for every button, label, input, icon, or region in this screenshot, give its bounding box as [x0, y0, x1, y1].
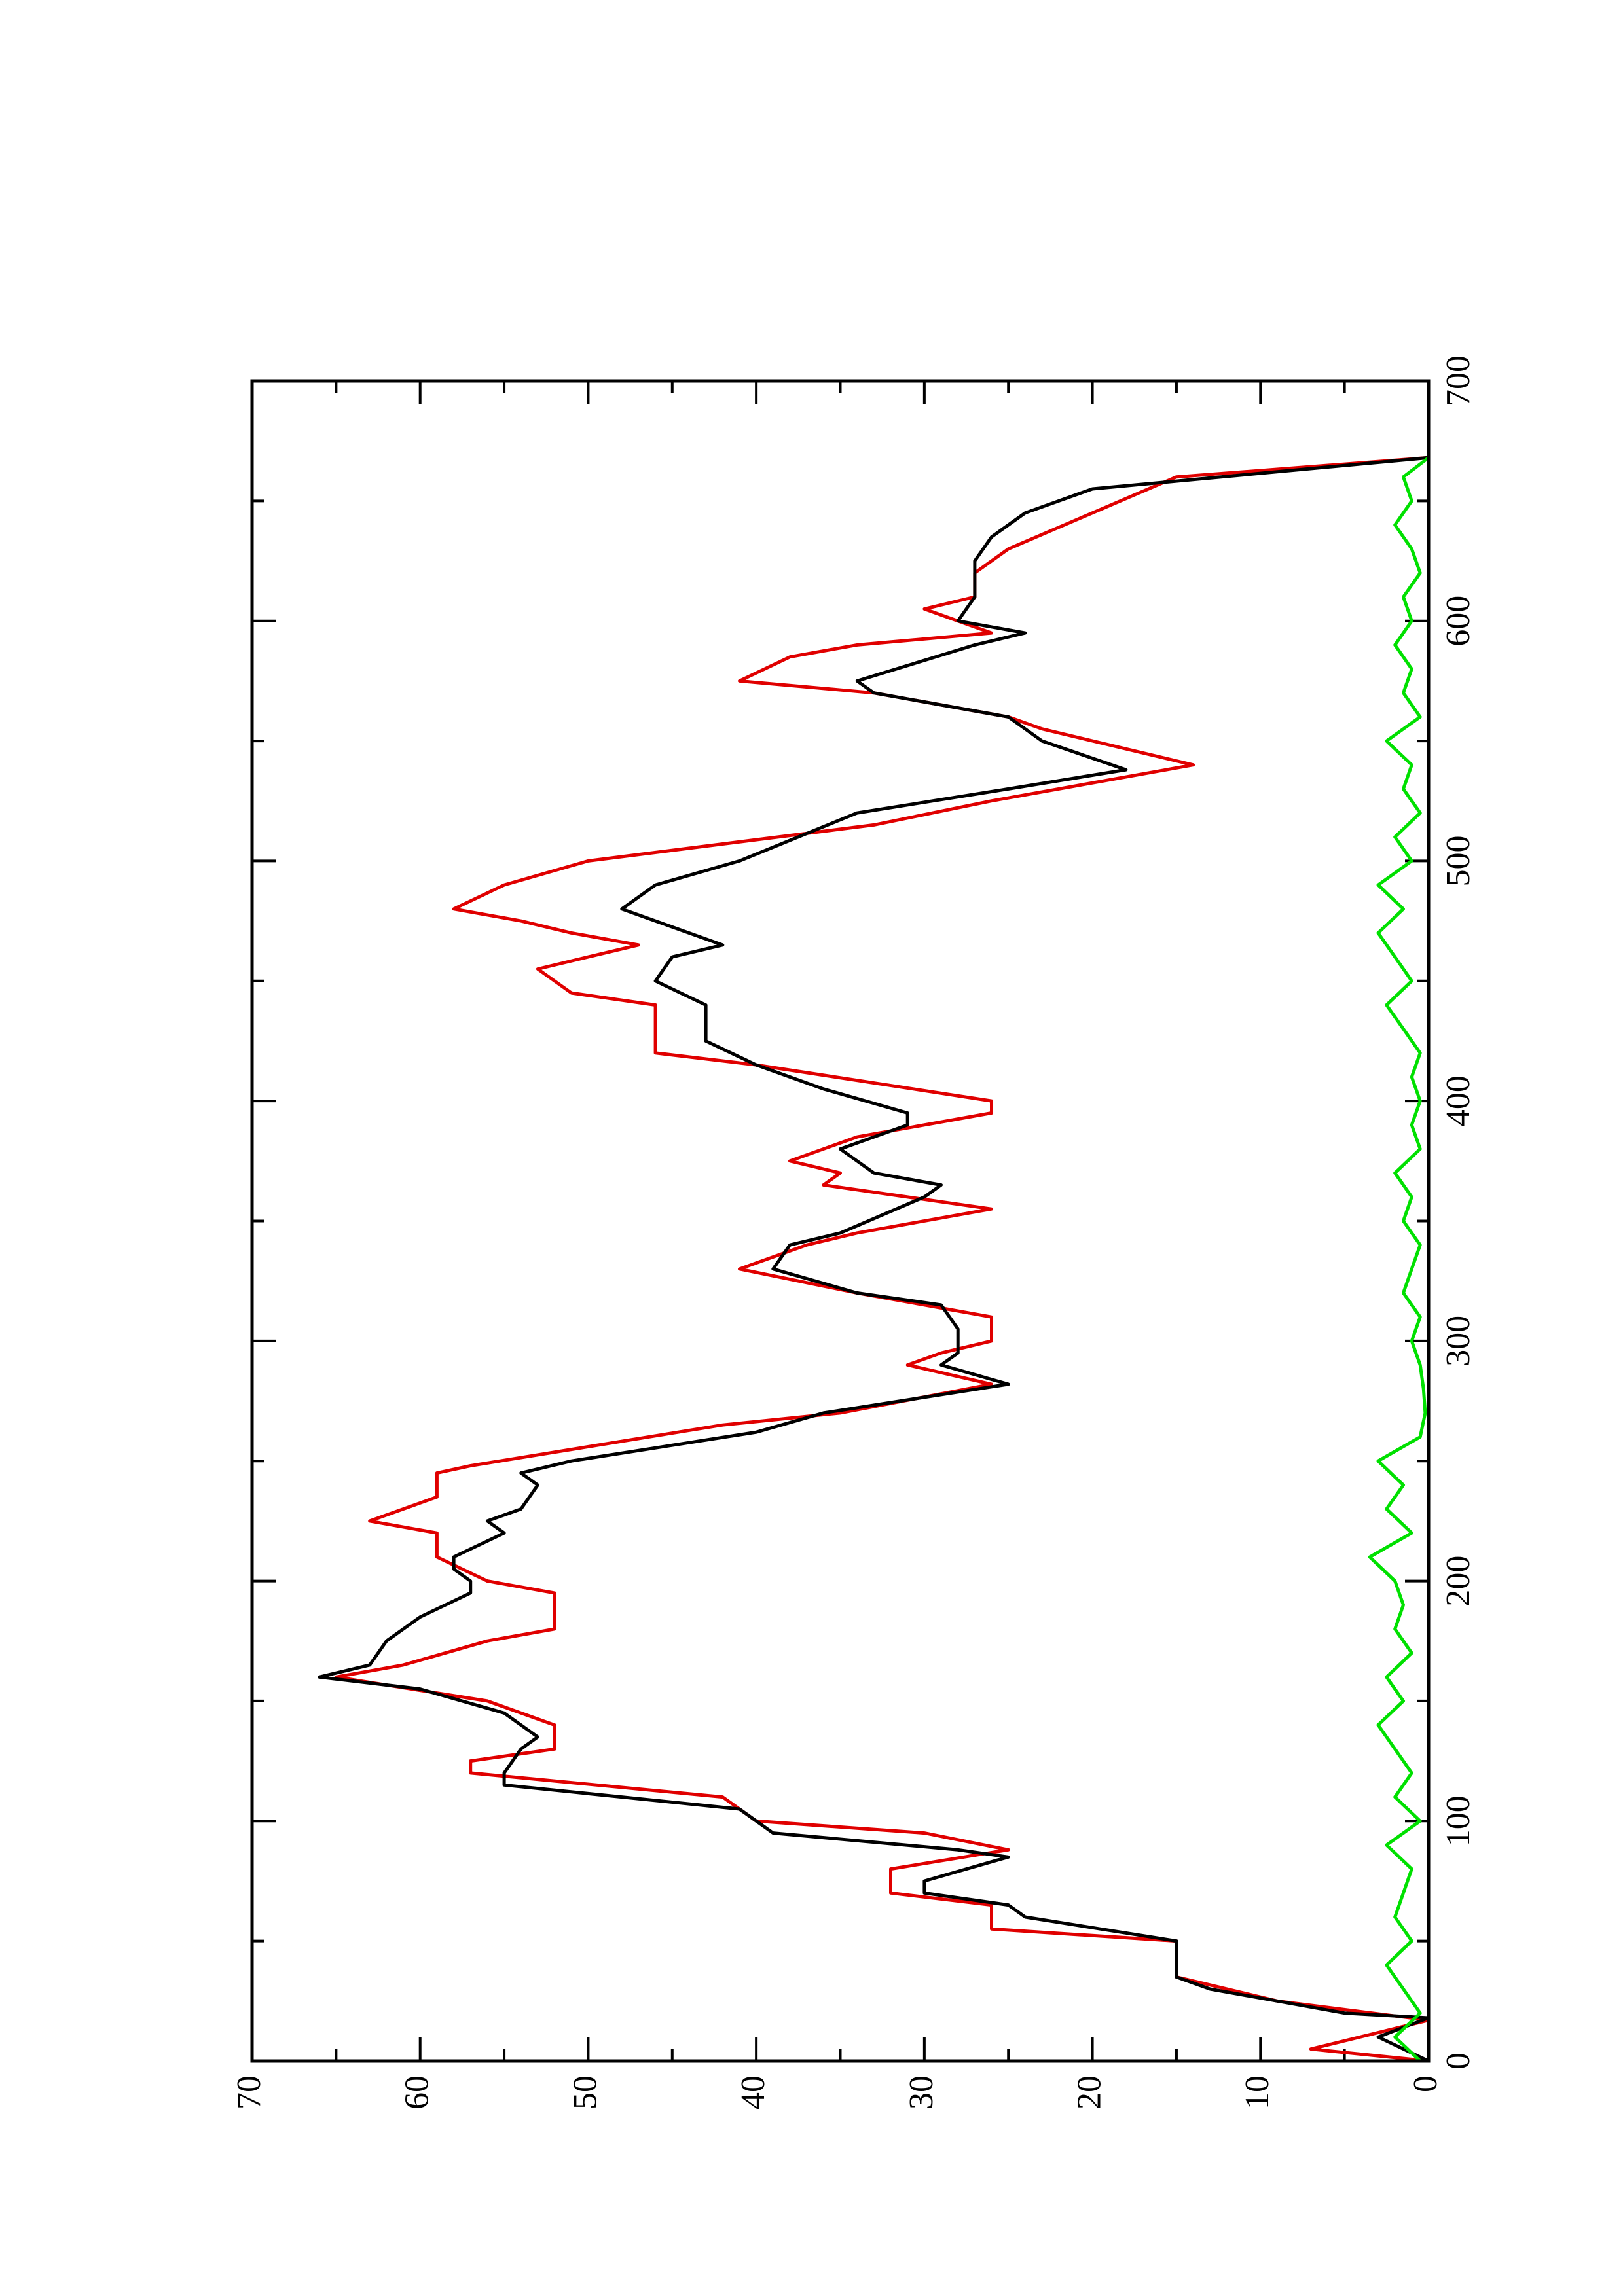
data-line — [1368, 456, 1430, 2062]
y-tick-label: 20 — [1071, 2075, 1108, 2109]
x-tick-label: 200 — [1440, 1556, 1477, 1607]
x-tick-label: 500 — [1440, 835, 1477, 886]
y-tick-label: 30 — [903, 2075, 940, 2109]
data-line — [318, 456, 1431, 2063]
data-line — [334, 456, 1431, 2063]
y-tick-label: 50 — [566, 2075, 604, 2109]
rotated-plot: 0 100 200 300 400 500 600 700 0 10 20 30 40 50 60 70 — [230, 355, 1477, 2109]
x-tick-label: 0 — [1440, 2053, 1477, 2070]
x-tick-label: 700 — [1440, 355, 1477, 406]
x-tick-label: 600 — [1440, 596, 1477, 647]
y-tick-label: 60 — [399, 2075, 436, 2109]
plot-frame — [250, 379, 1431, 2063]
x-tick-label: 100 — [1440, 1795, 1477, 1846]
x-tick-label: 400 — [1440, 1075, 1477, 1126]
y-tick-label: 70 — [230, 2075, 268, 2109]
y-tick-label: 40 — [735, 2075, 772, 2109]
y-tick-label: 10 — [1239, 2075, 1276, 2109]
y-tick-label: 0 — [1407, 2075, 1444, 2092]
x-tick-label: 300 — [1440, 1316, 1477, 1367]
